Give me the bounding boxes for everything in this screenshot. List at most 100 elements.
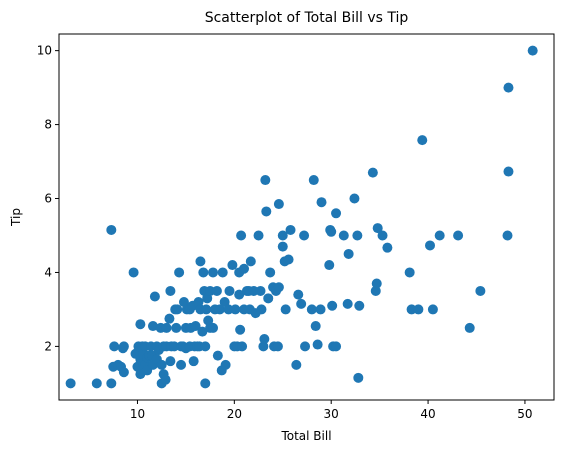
scatter-point (342, 298, 353, 309)
scatter-point (312, 339, 323, 350)
y-tick-label: 8 (44, 118, 52, 132)
data-points (65, 45, 538, 389)
scatter-point (236, 230, 247, 241)
scatter-point (316, 197, 327, 208)
scatter-point (255, 285, 266, 296)
scatter-point (299, 230, 310, 241)
x-tick-label: 30 (324, 407, 339, 421)
scatter-point (234, 289, 245, 300)
scatter-point (272, 341, 283, 352)
scatter-point (434, 230, 445, 241)
scatter-point (285, 224, 296, 235)
x-axis-label: Total Bill (280, 429, 331, 443)
scatter-point (190, 321, 201, 332)
scatter-point (135, 319, 146, 330)
scatter-point (315, 304, 326, 315)
scatter-point (291, 359, 302, 370)
scatter-point (161, 322, 172, 333)
scatter-point (331, 208, 342, 219)
x-tick-label: 40 (420, 407, 435, 421)
scatter-point (475, 285, 486, 296)
scatter-point (219, 297, 230, 308)
scatter-point (109, 341, 120, 352)
scatter-point (310, 321, 321, 332)
scatter-point (164, 313, 175, 324)
scatter-point (352, 230, 363, 241)
scatter-point (253, 230, 264, 241)
scatter-point (413, 304, 424, 315)
scatter-point (220, 359, 231, 370)
scatter-point (502, 230, 513, 241)
scatter-point (277, 241, 288, 252)
scatter-point (382, 242, 393, 253)
scatter-point (293, 289, 304, 300)
scatter-point (174, 267, 185, 278)
scatter-point (308, 175, 319, 186)
y-tick-label: 10 (37, 44, 52, 58)
scatter-point (201, 304, 212, 315)
scatter-point (200, 341, 211, 352)
scatter-point (224, 285, 235, 296)
scatter-point (65, 378, 76, 389)
chart-title: Scatterplot of Total Bill vs Tip (205, 10, 409, 26)
scatter-point (260, 175, 271, 186)
scatter-point (239, 263, 250, 274)
scatter-point (160, 374, 171, 385)
scatter-point (464, 322, 475, 333)
plot-frame (58, 33, 555, 401)
scatter-point (106, 224, 117, 235)
scatter-point (245, 256, 256, 267)
scatter-point (235, 324, 246, 335)
scatter-point (188, 356, 199, 367)
scatter-point (171, 322, 182, 333)
scatter-point (261, 206, 272, 217)
scatter-point (324, 260, 335, 271)
scatter-point (265, 267, 276, 278)
scatter-point (91, 378, 102, 389)
scatter-point (147, 321, 158, 332)
scatter-point (156, 359, 167, 370)
scatter-point (300, 341, 311, 352)
scatter-point (198, 267, 209, 278)
scatter-point (273, 282, 284, 293)
scatter-point (230, 304, 241, 315)
scatter-point (370, 285, 381, 296)
y-axis-label: Tip (9, 208, 23, 227)
scatter-point (212, 350, 223, 361)
x-tick-label: 10 (130, 407, 145, 421)
scatter-point (327, 300, 338, 311)
scatter-point (417, 135, 428, 146)
scatter-point (217, 267, 228, 278)
scatter-point (280, 304, 291, 315)
scatter-point (503, 82, 514, 93)
scatter-point (283, 254, 294, 265)
scatter-point (237, 341, 248, 352)
scatter-point (273, 199, 284, 210)
scatter-point (172, 304, 183, 315)
scatter-point (128, 267, 139, 278)
scatter-point (263, 293, 274, 304)
scatter-point (367, 167, 378, 178)
scatter-point (200, 378, 211, 389)
scatter-point (371, 278, 382, 289)
scatter-point (354, 300, 365, 311)
y-tick-label: 6 (44, 192, 52, 206)
scatter-point (195, 256, 206, 267)
scatter-point (258, 341, 269, 352)
scatter-point (227, 260, 238, 271)
scatter-point (277, 230, 288, 241)
scatter-point (176, 359, 187, 370)
scatter-point (149, 291, 160, 302)
scatter-point (165, 356, 176, 367)
scatter-point (118, 367, 129, 378)
scatter-point (208, 267, 219, 278)
axes: 10 20 30 40 50 2 4 6 8 10 (37, 33, 555, 421)
scatter-point (259, 334, 270, 344)
scatter-point (118, 341, 129, 352)
x-tick-label: 50 (517, 407, 532, 421)
scatter-point (349, 193, 360, 204)
scatter-point (503, 166, 514, 177)
